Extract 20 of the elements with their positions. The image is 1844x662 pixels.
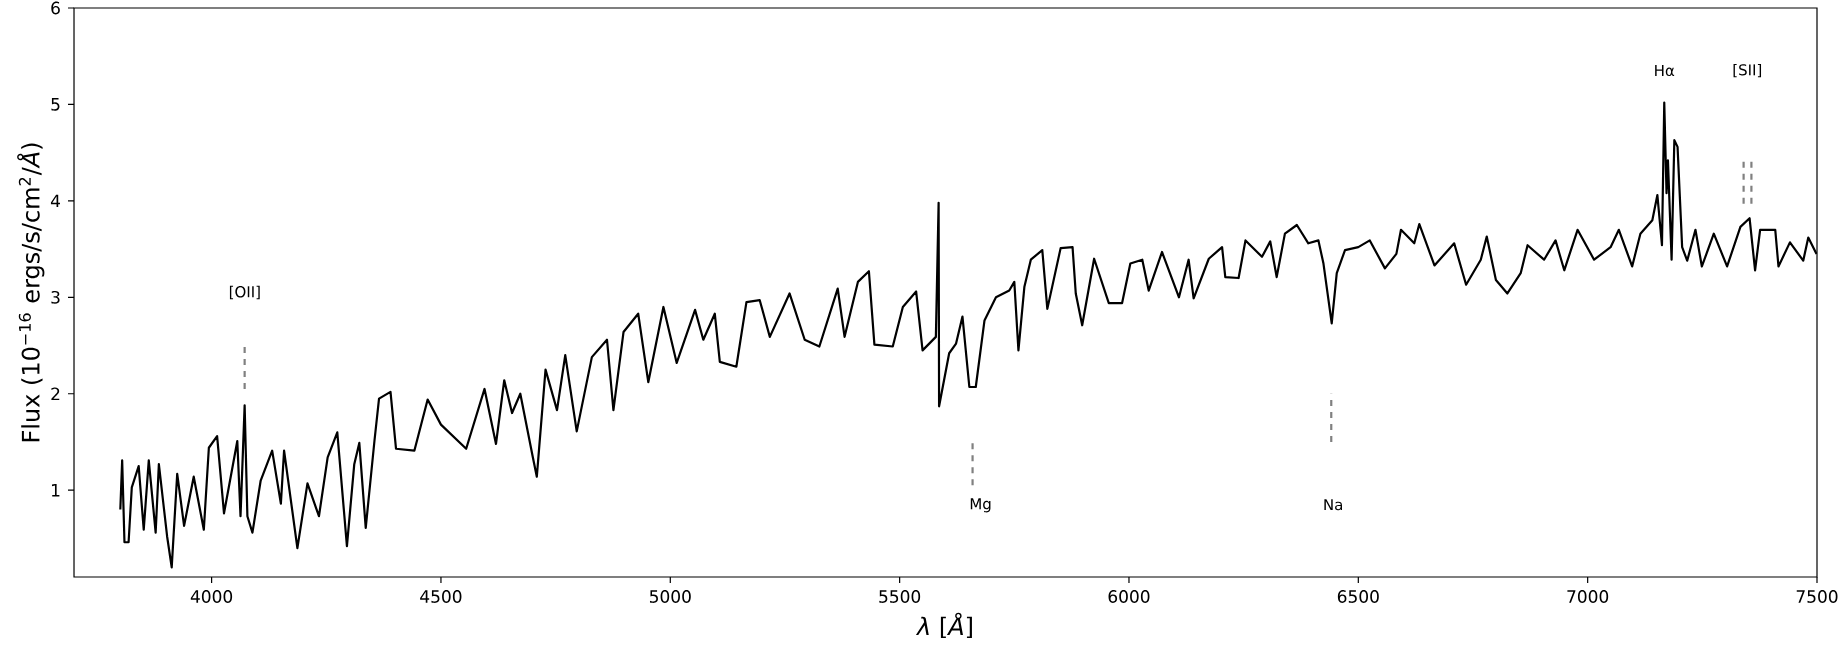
annotation: Mg [970, 498, 991, 513]
x-tick-label: 7000 [1567, 590, 1609, 603]
x-tick-label: 4500 [420, 590, 462, 603]
annotation: [SII] [1733, 63, 1762, 78]
y-tick-label: 2 [51, 387, 60, 401]
annotation: [OII] [229, 285, 260, 300]
annotation: Hα [1655, 64, 1675, 77]
y-tick-label: 1 [52, 484, 60, 497]
annotation: Na [1324, 499, 1342, 511]
x-tick-label: 6500 [1337, 590, 1379, 603]
y-tick-label: 4 [50, 194, 60, 208]
x-tick-label: 5000 [649, 590, 691, 603]
y-tick-label: 6 [51, 1, 60, 15]
y-tick-label: 3 [51, 290, 60, 304]
x-tick-label: 7500 [1796, 590, 1838, 603]
x-axis-title: λ [Å] [915, 612, 972, 639]
x-tick-label: 5500 [879, 590, 921, 603]
x-tick-label: 6000 [1108, 590, 1150, 603]
x-tick-label: 4000 [190, 590, 233, 603]
y-tick-label: 5 [51, 98, 60, 111]
